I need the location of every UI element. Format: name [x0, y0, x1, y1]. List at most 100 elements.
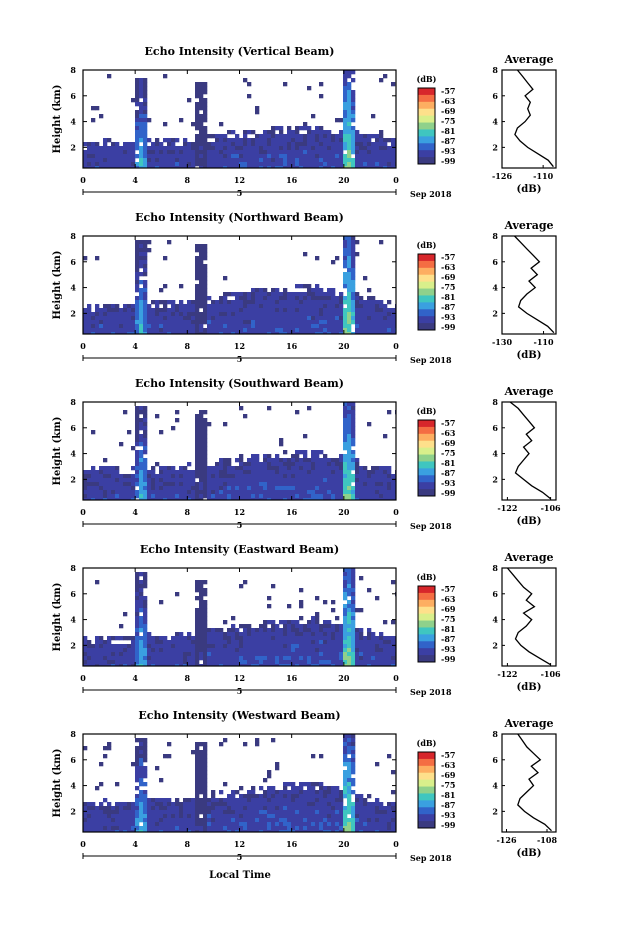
- heatmap-cell: [247, 486, 252, 491]
- heatmap-cell: [191, 750, 196, 755]
- heatmap-cell: [335, 312, 340, 317]
- heatmap-cell: [175, 660, 180, 665]
- heatmap-cell: [171, 166, 176, 168]
- x-tick-label: 0: [80, 175, 86, 185]
- colorbar-swatch: [418, 122, 435, 130]
- heatmap-cell: [171, 660, 176, 665]
- heatmap-cell: [199, 652, 204, 657]
- heatmap-cell: [311, 486, 316, 491]
- heatmap-cell: [187, 660, 192, 665]
- heatmap-cell: [271, 814, 276, 819]
- heatmap-cell: [175, 308, 180, 313]
- heatmap-cell: [139, 244, 144, 249]
- heatmap-cell: [207, 814, 212, 819]
- heatmap-cell: [215, 482, 220, 487]
- heatmap-cell: [219, 660, 224, 665]
- heatmap-cell: [379, 636, 384, 641]
- profile-y-tick-label: 8: [492, 563, 498, 573]
- heatmap-cell: [283, 166, 288, 168]
- heatmap-cell: [307, 806, 312, 811]
- colorbar-label: -57: [441, 252, 455, 262]
- heatmap-cell: [195, 122, 200, 127]
- heatmap-cell: [343, 616, 348, 621]
- heatmap-cell: [95, 470, 100, 475]
- heatmap-cell: [307, 134, 312, 139]
- heatmap-cell: [143, 434, 148, 439]
- heatmap-cell: [323, 600, 328, 605]
- heatmap-cell: [343, 592, 348, 597]
- heatmap-cell: [83, 316, 88, 321]
- heatmap-cell: [111, 810, 116, 815]
- heatmap-cell: [343, 490, 348, 495]
- heatmap-cell: [303, 782, 308, 787]
- heatmap-cell: [143, 580, 148, 585]
- colorbar-label: -63: [441, 262, 456, 272]
- heatmap-cell: [239, 494, 244, 499]
- heatmap-cell: [219, 304, 224, 309]
- profile-y-tick-label: 2: [492, 806, 498, 816]
- heatmap-cell: [275, 826, 280, 831]
- heatmap-cell: [211, 466, 216, 471]
- heatmap-cell: [267, 474, 272, 479]
- heatmap-cell: [187, 470, 192, 475]
- colorbar-swatch: [418, 94, 435, 103]
- heatmap-cell: [319, 296, 324, 301]
- heatmap-cell: [111, 304, 116, 309]
- heatmap-cell: [287, 478, 292, 483]
- heatmap-cell: [295, 316, 300, 321]
- heatmap-cell: [115, 652, 120, 657]
- heatmap-cell: [355, 822, 360, 827]
- heatmap-cell: [279, 794, 284, 799]
- heatmap-cell: [315, 830, 320, 832]
- heatmap-cell: [299, 494, 304, 499]
- heatmap-cell: [135, 576, 140, 581]
- heatmap-cell: [279, 826, 284, 831]
- heatmap-cell: [319, 312, 324, 317]
- y-tick-label: 2: [70, 806, 76, 816]
- heatmap-cell: [131, 474, 136, 479]
- heatmap-cell: [351, 664, 356, 666]
- heatmap-cell: [143, 142, 148, 147]
- heatmap-cell: [267, 644, 272, 649]
- heatmap-cell: [351, 750, 356, 755]
- heatmap-cell: [355, 494, 360, 499]
- heatmap-cell: [219, 462, 224, 467]
- heatmap-cell: [155, 486, 160, 491]
- heatmap-cell: [251, 138, 256, 143]
- heatmap-cell: [351, 814, 356, 819]
- heatmap-cell: [163, 636, 168, 641]
- heatmap-cell: [347, 320, 352, 325]
- heatmap-cell: [271, 632, 276, 637]
- heatmap-cell: [347, 494, 352, 499]
- heatmap-cell: [347, 280, 352, 285]
- heatmap-cell: [251, 790, 256, 795]
- heatmap-cell: [139, 830, 144, 832]
- heatmap-cell: [247, 474, 252, 479]
- heatmap-cell: [143, 608, 148, 613]
- colorbar-label: -93: [441, 644, 456, 654]
- heatmap-cell: [87, 806, 92, 811]
- heatmap-cell: [255, 640, 260, 645]
- heatmap-cell: [171, 426, 176, 431]
- heatmap-cell: [351, 600, 356, 605]
- heatmap-cell: [363, 146, 368, 151]
- heatmap-cell: [323, 130, 328, 135]
- heatmap-cell: [307, 154, 312, 159]
- heatmap-cell: [111, 154, 116, 159]
- heatmap-cell: [207, 150, 212, 155]
- heatmap-cell: [243, 474, 248, 479]
- heatmap-cell: [279, 652, 284, 657]
- heatmap-cell: [259, 142, 264, 147]
- x-tick-label: 20: [338, 839, 350, 849]
- heatmap-cell: [291, 146, 296, 151]
- heatmap-cell: [207, 644, 212, 649]
- heatmap-cell: [347, 644, 352, 649]
- heatmap-cell: [303, 648, 308, 653]
- heatmap-cell: [323, 628, 328, 633]
- heatmap-cell: [139, 418, 144, 423]
- heatmap-cell: [195, 82, 200, 87]
- heatmap-cell: [267, 652, 272, 657]
- heatmap-cell: [351, 70, 356, 75]
- heatmap-cell: [135, 244, 140, 249]
- heatmap-cell: [243, 462, 248, 467]
